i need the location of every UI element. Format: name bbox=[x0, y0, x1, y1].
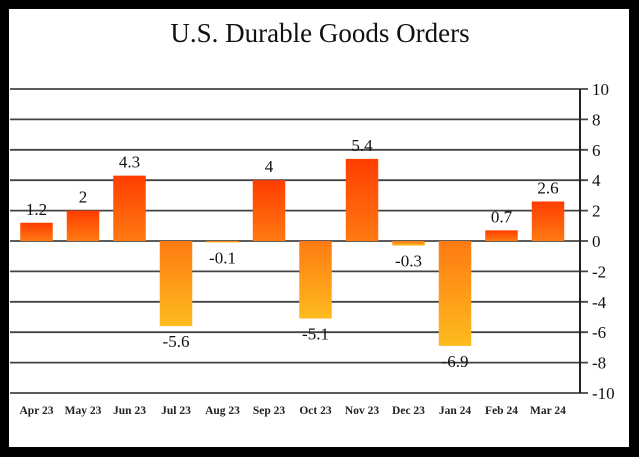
data-label: 4 bbox=[265, 157, 274, 176]
bar-apr-23 bbox=[20, 222, 53, 241]
y-tick-label: -6 bbox=[592, 323, 606, 342]
bar-may-23 bbox=[66, 210, 100, 241]
x-tick-label: Nov 23 bbox=[345, 405, 379, 417]
y-tick-label: 4 bbox=[592, 171, 601, 190]
x-tick-label: Jun 23 bbox=[113, 405, 146, 417]
x-tick-label: Dec 23 bbox=[392, 405, 425, 417]
data-label: -0.1 bbox=[209, 249, 236, 268]
y-tick-label: 2 bbox=[592, 202, 601, 221]
x-tick-label: Mar 24 bbox=[530, 405, 566, 417]
data-label: 0.7 bbox=[491, 207, 513, 226]
data-label: 4.3 bbox=[119, 153, 140, 172]
x-tick-label: Oct 23 bbox=[299, 405, 332, 417]
bar-jul-23 bbox=[159, 241, 193, 327]
data-label: -0.3 bbox=[395, 252, 422, 271]
y-axis-ticks: 10 8 6 4 2 0 -2 -4 -6 -8 -10 bbox=[592, 80, 615, 403]
y-tick-label: 0 bbox=[592, 232, 601, 251]
gridlines bbox=[10, 88, 588, 394]
data-label: 2.6 bbox=[537, 178, 558, 197]
y-tick-label: 10 bbox=[592, 80, 609, 99]
bar-dec-23 bbox=[392, 241, 425, 246]
data-label: -6.9 bbox=[442, 352, 469, 371]
x-tick-label: Aug 23 bbox=[205, 405, 240, 417]
y-tick-label: -4 bbox=[592, 293, 607, 312]
y-tick-label: -8 bbox=[592, 354, 606, 373]
y-tick-label: 6 bbox=[592, 141, 601, 160]
data-label: 1.2 bbox=[26, 200, 47, 219]
bar-feb-24 bbox=[485, 230, 518, 241]
bar-oct-23 bbox=[299, 241, 332, 319]
bar-aug-23 bbox=[206, 241, 239, 243]
x-tick-label: May 23 bbox=[65, 405, 102, 417]
x-tick-label: Sep 23 bbox=[253, 405, 286, 417]
x-tick-label: Jul 23 bbox=[161, 405, 191, 417]
bar-mar-24 bbox=[531, 201, 565, 241]
y-tick-label: 8 bbox=[592, 110, 601, 129]
bar-jan-24 bbox=[438, 241, 472, 346]
data-label: -5.6 bbox=[163, 332, 190, 351]
chart-panel bbox=[9, 9, 629, 447]
x-tick-label: Jan 24 bbox=[439, 405, 472, 417]
bar-sep-23 bbox=[252, 180, 286, 241]
data-labels: 1.2 2 4.3 -5.6 -0.1 4 -5.1 5.4 -0.3 -6.9 0.7 2.6 bbox=[26, 136, 559, 371]
bar-jun-23 bbox=[113, 175, 146, 241]
x-tick-label: Feb 24 bbox=[485, 405, 518, 417]
data-label: 2 bbox=[79, 188, 88, 207]
data-label: 5.4 bbox=[351, 136, 373, 155]
bars bbox=[20, 158, 565, 346]
y-tick-label: -10 bbox=[592, 384, 615, 403]
bar-nov-23 bbox=[345, 158, 379, 241]
data-label: -5.1 bbox=[302, 325, 329, 344]
x-tick-label: Apr 23 bbox=[20, 405, 54, 417]
y-tick-label: -2 bbox=[592, 262, 606, 281]
x-axis-labels: Apr 23 May 23 Jun 23 Jul 23 Aug 23 Sep 23 Oct … bbox=[20, 405, 567, 417]
chart-title: U.S. Durable Goods Orders bbox=[170, 18, 469, 48]
